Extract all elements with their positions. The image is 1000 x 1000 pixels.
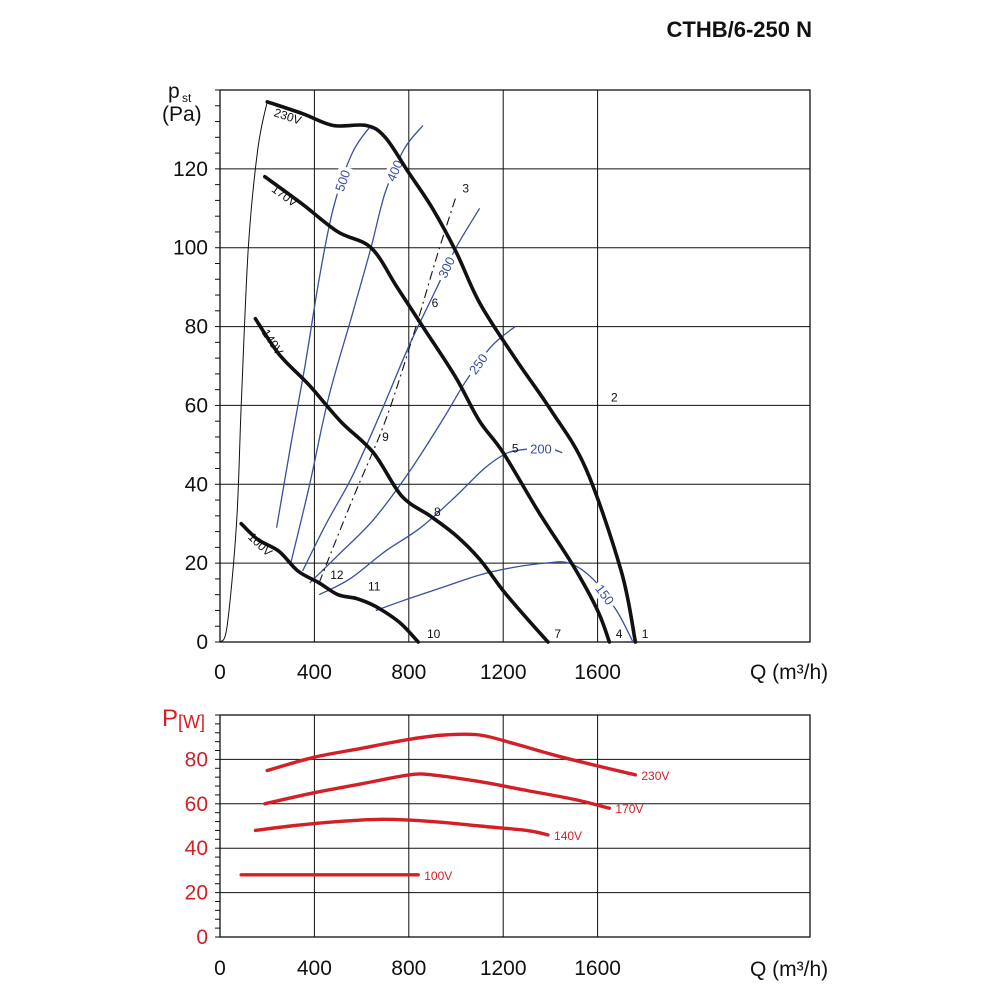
- pressure-y-tick-label: 120: [173, 158, 208, 181]
- pressure-marker-label: 6: [432, 296, 439, 310]
- voltage-curves: 230V 170V 140V 100V: [219, 100, 638, 644]
- pressure-x-tick-label: 1200: [480, 661, 527, 684]
- system-curve-label-bg: [433, 251, 460, 284]
- pressure-marker-label: 3: [462, 181, 469, 195]
- power-curve-line: [263, 772, 612, 810]
- pressure-grid: [215, 89, 811, 643]
- power-y-tick-label: 60: [185, 793, 208, 816]
- power-y-tick-label: 80: [185, 748, 208, 771]
- pressure-marker-label: 8: [434, 505, 441, 519]
- pressure-y-tick-label: 60: [185, 394, 208, 417]
- dashed-operating-line: [318, 196, 457, 584]
- system-curve-line: [275, 125, 372, 528]
- power-x-tick-label: 400: [297, 957, 332, 980]
- power-x-tick-label: 1600: [574, 957, 621, 980]
- pressure-x-label: Q (m³/h): [750, 661, 828, 684]
- power-x-tick-label: 1200: [480, 957, 527, 980]
- envelope-curve-line: [219, 101, 268, 643]
- voltage-curve-label: 100V: [245, 530, 275, 559]
- power-grid: [215, 714, 811, 938]
- system-curve-label-bg: [526, 440, 555, 457]
- pressure-marker-label: 1: [642, 627, 649, 641]
- power-curve-label: 100V: [424, 869, 452, 883]
- power-y-tick-label: 0: [196, 926, 208, 949]
- power-curve-label: 230V: [641, 769, 669, 783]
- voltage-curve-label: 230V: [272, 105, 303, 127]
- system-curve-line: [302, 207, 481, 572]
- system-curve-label-bg: [463, 347, 494, 381]
- power-curves: 230V 170V 140V 100V: [239, 732, 669, 883]
- pressure-marker-label: 10: [427, 627, 441, 641]
- pressure-y-unit: (Pa): [162, 103, 202, 126]
- power-x-tick-label: 800: [391, 957, 426, 980]
- power-y-ticks: 0 20 40 60 80: [185, 748, 208, 949]
- pressure-marker-label: 12: [330, 568, 344, 582]
- pressure-marker-label: 11: [368, 580, 381, 594]
- pressure-y-ticks: 0 20 40 60 80 100 120: [173, 158, 208, 654]
- power-curve-line: [265, 732, 638, 777]
- system-curve-label-bg: [589, 578, 620, 611]
- pressure-y-label-sub: st: [182, 91, 192, 105]
- power-x-tick-label: 0: [214, 957, 226, 980]
- pressure-marker-label: 4: [616, 627, 623, 641]
- voltage-curve-label: 140V: [259, 327, 286, 358]
- pressure-y-tick-label: 100: [173, 237, 208, 260]
- pressure-y-tick-label: 80: [185, 316, 208, 339]
- voltage-curve-line: [253, 316, 550, 644]
- power-x-label: Q (m³/h): [750, 958, 828, 981]
- power-chart: 0 400 800 1200 1600 0 20 40 60 80 230V 170V 140V 10…: [162, 705, 828, 981]
- voltage-curve-line: [239, 521, 420, 644]
- power-curve-label: 140V: [554, 829, 582, 843]
- pressure-x-tick-label: 0: [214, 661, 226, 684]
- system-curve-label-bg: [330, 164, 355, 197]
- pressure-marker-label: 7: [554, 627, 561, 641]
- pressure-x-ticks: 0 400 800 1200 1600: [214, 661, 621, 684]
- power-curve-label: 170V: [615, 802, 643, 816]
- pressure-marker-label: 5: [512, 442, 519, 456]
- pressure-plot-frame: [219, 89, 811, 643]
- dashed-line: [318, 196, 457, 584]
- power-y-tick-label: 40: [185, 837, 208, 860]
- power-curve-line: [253, 817, 550, 837]
- pressure-x-tick-label: 400: [297, 661, 332, 684]
- voltage-curve-label: 170V: [269, 182, 300, 210]
- pressure-marker-label: 9: [382, 430, 389, 444]
- pressure-y-tick-label: 40: [185, 473, 208, 496]
- system-curve-label: 200: [530, 441, 552, 456]
- pressure-y-label-main: p: [168, 80, 180, 103]
- power-y-tick-label: 20: [185, 882, 208, 905]
- system-curve-label: 500: [332, 168, 353, 193]
- pressure-y-tick-label: 20: [185, 552, 208, 575]
- pressure-x-tick-label: 1600: [574, 661, 621, 684]
- power-y-unit: [W]: [178, 712, 205, 732]
- voltage-curve-line: [263, 174, 612, 644]
- system-curve-line: [309, 326, 516, 584]
- power-plot-frame: [219, 714, 811, 938]
- voltage-curve-line: [265, 100, 638, 644]
- pressure-x-tick-label: 800: [391, 661, 426, 684]
- chart-title: CTHB/6-250 N: [667, 17, 812, 42]
- power-x-ticks: 0 400 800 1200 1600: [214, 957, 621, 980]
- pressure-marker-label: 2: [611, 390, 618, 404]
- pressure-y-tick-label: 0: [196, 631, 208, 654]
- power-y-label-main: P: [162, 705, 178, 732]
